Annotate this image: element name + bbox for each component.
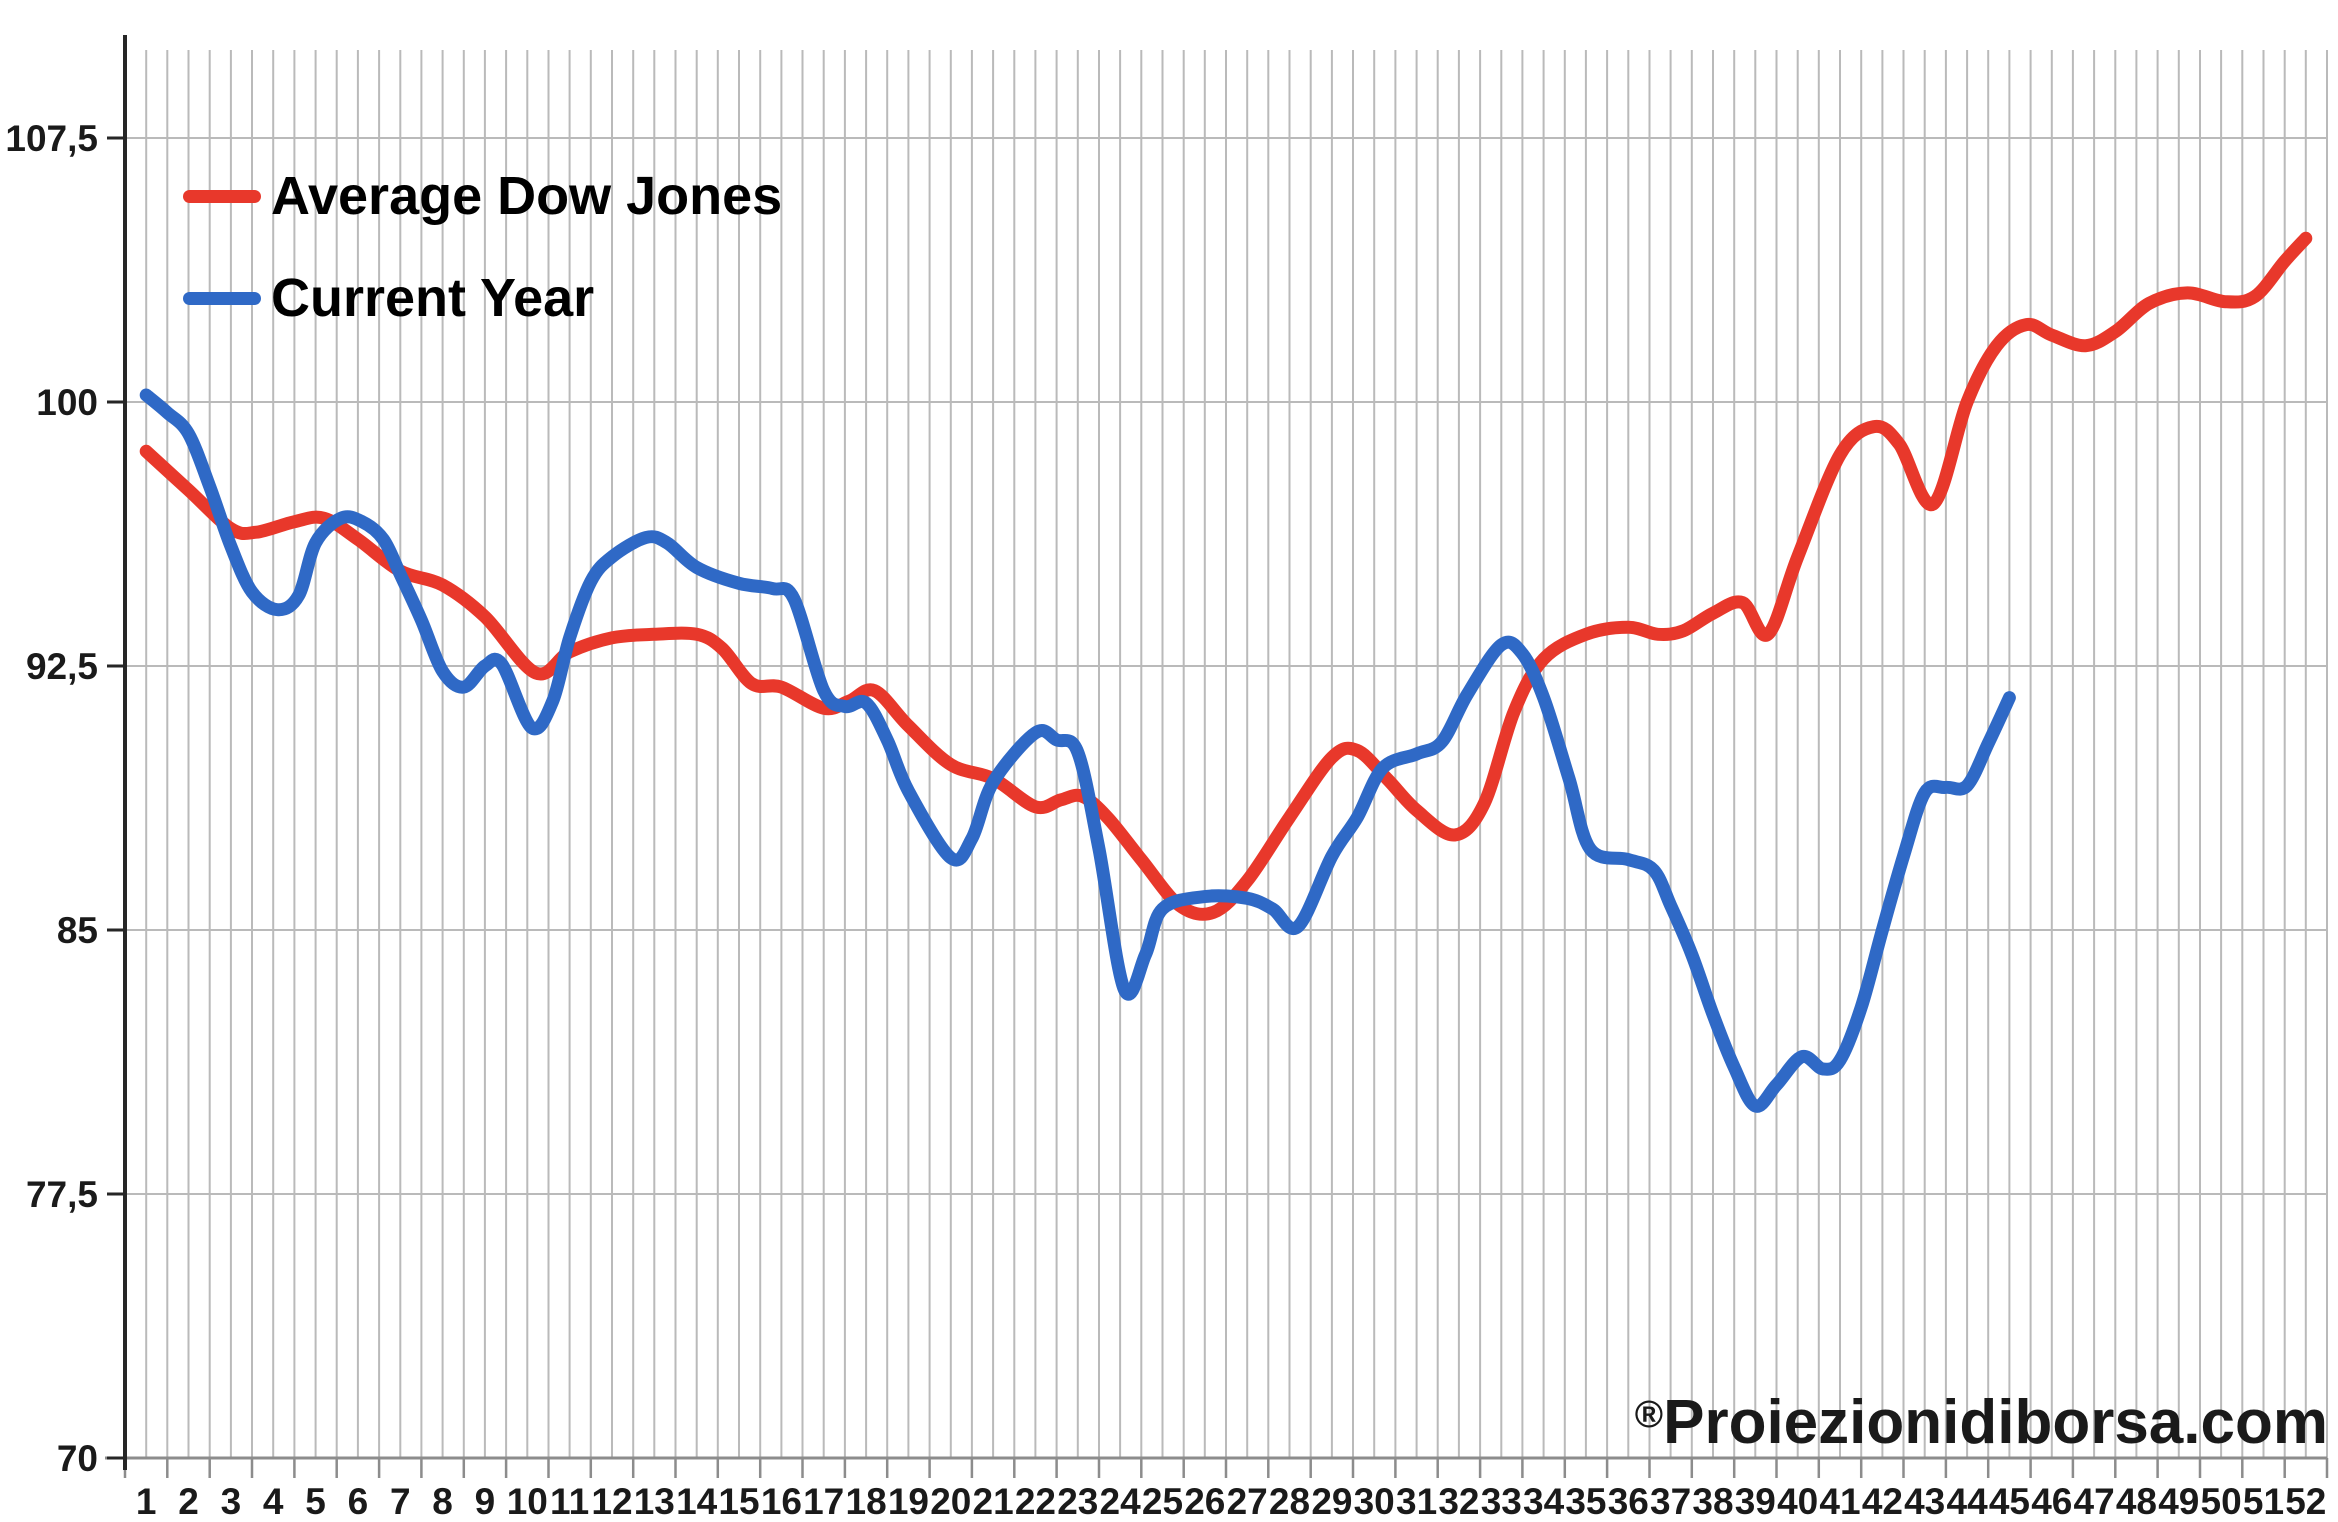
svg-text:107,5: 107,5 bbox=[5, 118, 98, 159]
svg-text:45: 45 bbox=[1989, 1481, 2030, 1522]
svg-text:34: 34 bbox=[1523, 1481, 1565, 1522]
svg-text:16: 16 bbox=[761, 1481, 802, 1522]
svg-text:11: 11 bbox=[550, 1481, 589, 1522]
svg-text:28: 28 bbox=[1269, 1481, 1310, 1522]
svg-text:12: 12 bbox=[591, 1481, 632, 1522]
svg-text:92,5: 92,5 bbox=[26, 646, 98, 687]
svg-text:29: 29 bbox=[1311, 1481, 1352, 1522]
svg-text:15: 15 bbox=[718, 1481, 759, 1522]
svg-text:19: 19 bbox=[888, 1481, 929, 1522]
svg-text:70: 70 bbox=[57, 1438, 98, 1479]
svg-text:37: 37 bbox=[1650, 1481, 1691, 1522]
svg-text:100: 100 bbox=[36, 382, 98, 423]
svg-text:35: 35 bbox=[1565, 1481, 1606, 1522]
svg-text:32: 32 bbox=[1438, 1481, 1479, 1522]
legend-entry-current-year: Current Year bbox=[183, 260, 782, 336]
svg-text:21: 21 bbox=[973, 1481, 1014, 1522]
svg-text:50: 50 bbox=[2201, 1481, 2242, 1522]
svg-text:40: 40 bbox=[1777, 1481, 1818, 1522]
svg-text:44: 44 bbox=[1947, 1481, 1989, 1522]
svg-text:41: 41 bbox=[1819, 1481, 1860, 1522]
chart-legend: Average Dow Jones Current Year bbox=[183, 158, 782, 362]
svg-text:24: 24 bbox=[1100, 1481, 1142, 1522]
svg-text:33: 33 bbox=[1481, 1481, 1522, 1522]
svg-text:20: 20 bbox=[930, 1481, 971, 1522]
svg-text:48: 48 bbox=[2116, 1481, 2157, 1522]
watermark-site-name: Proiezionidiborsa.com bbox=[1663, 1388, 2328, 1457]
svg-text:77,5: 77,5 bbox=[26, 1174, 98, 1215]
svg-text:4: 4 bbox=[263, 1481, 284, 1522]
svg-text:26: 26 bbox=[1184, 1481, 1225, 1522]
legend-label-average-dow-jones: Average Dow Jones bbox=[271, 166, 783, 226]
svg-text:25: 25 bbox=[1142, 1481, 1183, 1522]
svg-text:23: 23 bbox=[1057, 1481, 1098, 1522]
svg-text:43: 43 bbox=[1904, 1481, 1945, 1522]
svg-text:8: 8 bbox=[432, 1481, 453, 1522]
svg-text:49: 49 bbox=[2158, 1481, 2199, 1522]
svg-text:38: 38 bbox=[1692, 1481, 1733, 1522]
svg-text:13: 13 bbox=[634, 1481, 675, 1522]
svg-text:39: 39 bbox=[1735, 1481, 1776, 1522]
svg-text:42: 42 bbox=[1862, 1481, 1903, 1522]
svg-text:3: 3 bbox=[221, 1481, 242, 1522]
legend-line-red-icon bbox=[183, 189, 261, 203]
legend-entry-average-dow-jones: Average Dow Jones bbox=[183, 158, 782, 234]
svg-text:52: 52 bbox=[2285, 1481, 2326, 1522]
svg-text:46: 46 bbox=[2031, 1481, 2072, 1522]
svg-text:9: 9 bbox=[475, 1481, 496, 1522]
svg-text:85: 85 bbox=[57, 910, 98, 951]
svg-text:27: 27 bbox=[1227, 1481, 1268, 1522]
svg-text:7: 7 bbox=[390, 1481, 411, 1522]
watermark-text: ®Proiezionidiborsa.com bbox=[1635, 1392, 2328, 1454]
svg-text:18: 18 bbox=[846, 1481, 887, 1522]
svg-text:22: 22 bbox=[1015, 1481, 1056, 1522]
svg-text:47: 47 bbox=[2074, 1481, 2115, 1522]
svg-text:31: 31 bbox=[1396, 1481, 1437, 1522]
svg-text:14: 14 bbox=[676, 1481, 718, 1522]
svg-text:1: 1 bbox=[136, 1481, 157, 1522]
svg-text:30: 30 bbox=[1354, 1481, 1395, 1522]
svg-text:51: 51 bbox=[2243, 1481, 2284, 1522]
svg-text:5: 5 bbox=[305, 1481, 326, 1522]
legend-line-blue-icon bbox=[183, 291, 261, 305]
svg-text:2: 2 bbox=[178, 1481, 199, 1522]
svg-text:36: 36 bbox=[1608, 1481, 1649, 1522]
svg-text:6: 6 bbox=[348, 1481, 369, 1522]
registered-trademark-icon: ® bbox=[1634, 1393, 1664, 1436]
legend-label-current-year: Current Year bbox=[271, 268, 595, 328]
svg-text:17: 17 bbox=[803, 1481, 844, 1522]
svg-text:10: 10 bbox=[507, 1481, 548, 1522]
